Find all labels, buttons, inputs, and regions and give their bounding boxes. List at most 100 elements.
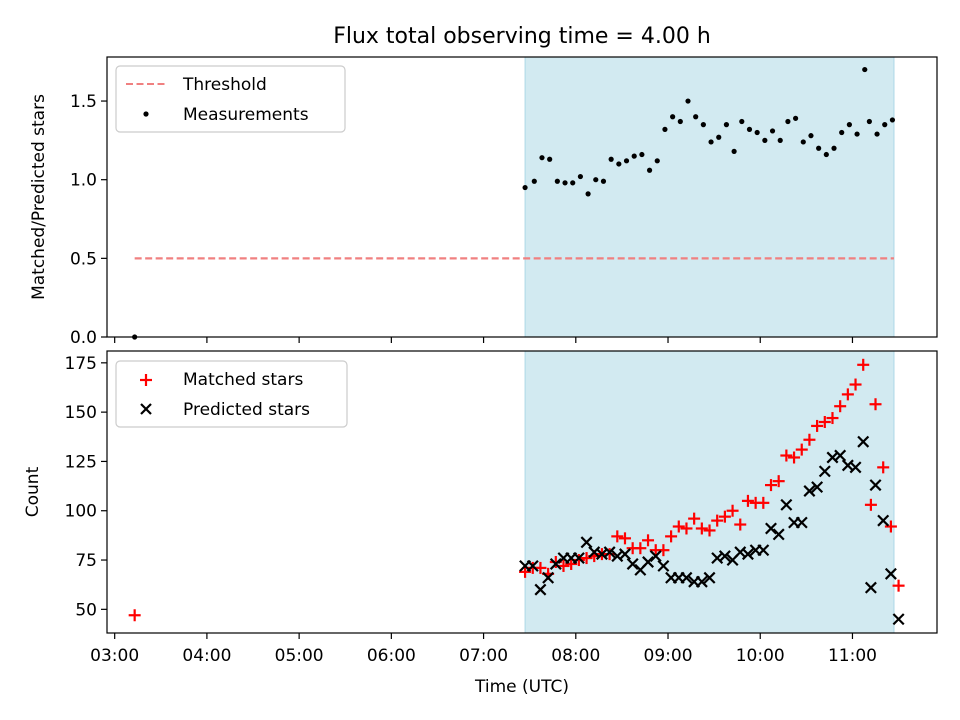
matched-star-point: [695, 522, 708, 535]
predicted-star-point: [811, 481, 824, 494]
y-tick-label: 150: [65, 403, 97, 423]
predicted-star-point: [695, 575, 708, 588]
matched-star-point: [818, 415, 831, 428]
measurement-point: [654, 158, 660, 164]
matched-star-point: [826, 412, 839, 425]
measurement-point: [600, 178, 607, 184]
measurement-point: [882, 122, 888, 128]
measurement-point: [577, 173, 584, 180]
measurement-point: [746, 126, 753, 132]
measurement-point: [685, 98, 691, 104]
bottom-panel: 50 75 100 125 150 175 03:00 04:00 05:00 06:00 07:0…: [23, 350, 938, 697]
matched-star-point: [519, 565, 532, 578]
measurement-point: [677, 118, 683, 125]
y-tick-label: 125: [65, 452, 97, 472]
matched-star-point: [795, 443, 808, 456]
top-axis-ticks: 0.0 0.5 1.0 1.5: [70, 92, 854, 348]
matched-star-point: [811, 419, 824, 432]
x-tick-label: 10:00: [736, 646, 785, 666]
matched-star-point: [884, 520, 897, 533]
bottom-axes-frame: [106, 350, 938, 634]
legend-measurements-label: Measurements: [183, 105, 309, 125]
predicted-star-point: [642, 556, 655, 568]
matched-star-point: [849, 378, 862, 391]
matched-star-point: [572, 554, 585, 567]
matched-star-point: [788, 451, 801, 464]
predicted-star-point: [626, 558, 639, 570]
matched-star-point: [711, 514, 724, 527]
y-tick-label: 75: [75, 551, 97, 571]
matched-star-point: [688, 512, 701, 525]
measurement-point: [777, 137, 783, 143]
measurement-point: [693, 114, 699, 120]
matched-star-point: [772, 475, 785, 488]
measurement-point: [846, 122, 852, 128]
predicted-star-point: [619, 548, 631, 561]
measurement-point: [866, 118, 872, 125]
measurement-point: [616, 161, 622, 167]
matched-star-point: [741, 494, 754, 507]
top-y-axis-label: Matched/Predicted stars: [29, 94, 49, 300]
predicted-star-point: [680, 571, 693, 584]
matched-star-point: [534, 561, 547, 574]
measurement-point: [547, 156, 553, 162]
predicted-star-point: [803, 485, 816, 497]
measurement-point: [562, 180, 568, 186]
predicted-star-point: [849, 461, 862, 474]
measurement-point: [816, 145, 822, 151]
x-axis-label: Time (UTC): [474, 677, 569, 697]
matched-star-point: [718, 510, 731, 523]
matched-star-point: [642, 534, 655, 547]
matched-star-point: [611, 530, 624, 543]
measurement-point: [570, 180, 576, 186]
matched-star-point: [892, 579, 905, 592]
y-tick-label: 1.0: [70, 171, 97, 191]
matched-star-point: [603, 548, 616, 561]
predicted-star-point: [718, 550, 731, 563]
measurement-point: [800, 139, 806, 145]
x-tick-label: 09:00: [644, 646, 693, 666]
top-legend: Threshold Measurements: [115, 65, 346, 133]
predicted-star-point: [772, 528, 785, 541]
measurement-point: [716, 134, 722, 140]
measurement-point: [754, 129, 760, 136]
matched-star-point: [765, 479, 777, 492]
measurement-point: [623, 158, 630, 164]
bottom-legend: Matched stars Predicted stars: [115, 360, 348, 428]
chart-title: Flux total observing time = 4.00 h: [333, 24, 711, 49]
measurement-point: [808, 133, 814, 139]
y-tick-label: 1.5: [70, 92, 97, 112]
measurement-point: [731, 148, 737, 154]
predicted-star-point: [765, 522, 777, 535]
predicted-star-point: [549, 558, 562, 570]
matched-star-point: [128, 609, 141, 622]
predicted-star-point: [884, 567, 897, 580]
predicted-star-point: [580, 536, 593, 549]
bottom-axis-ticks: 50 75 100 125 150 175 03:00 04:00 05:00 06:00 07:0…: [65, 354, 877, 666]
top-axes-frame: [106, 56, 938, 338]
bottom-y-axis-label: Count: [23, 466, 43, 517]
measurement-point: [646, 167, 653, 173]
predicted-star-point: [534, 583, 547, 596]
measurement-point: [593, 177, 599, 183]
measurement-point: [823, 151, 829, 158]
measurement-point: [862, 66, 868, 73]
y-tick-label: 175: [65, 354, 97, 374]
measurement-point: [839, 129, 845, 136]
x-tick-label: 04:00: [182, 646, 231, 666]
matched-star-point: [580, 552, 593, 565]
predicted-star-point: [780, 498, 793, 511]
matched-star-point: [869, 398, 882, 411]
predicted-star-point: [834, 449, 847, 462]
measurement-point: [662, 126, 668, 132]
y-tick-label: 100: [65, 502, 97, 522]
measurement-point: [585, 191, 591, 197]
measurement-point: [608, 156, 614, 162]
measurement-point: [762, 137, 768, 143]
legend-predicted-swatch: [140, 403, 152, 415]
matched-star-point: [726, 504, 739, 517]
predicted-star-point: [572, 552, 585, 565]
measurement-point: [670, 114, 676, 120]
measurement-point: [854, 131, 860, 137]
